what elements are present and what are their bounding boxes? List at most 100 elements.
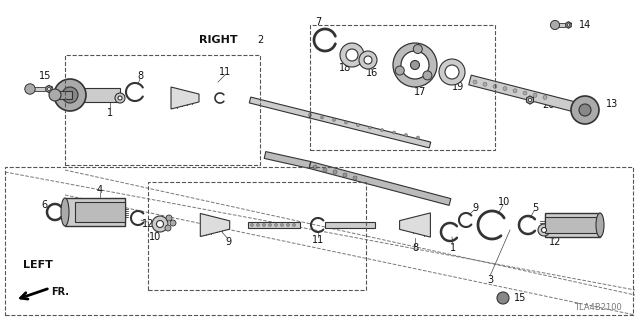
Circle shape bbox=[445, 65, 459, 79]
Polygon shape bbox=[309, 112, 431, 148]
Circle shape bbox=[262, 223, 266, 227]
Polygon shape bbox=[309, 162, 451, 205]
Circle shape bbox=[571, 96, 599, 124]
Circle shape bbox=[356, 124, 360, 126]
Bar bbox=[148, 182, 366, 290]
Circle shape bbox=[308, 114, 312, 116]
Text: 10: 10 bbox=[498, 197, 510, 207]
Circle shape bbox=[393, 43, 437, 87]
Text: RIGHT: RIGHT bbox=[198, 35, 237, 45]
Text: 19: 19 bbox=[452, 82, 464, 92]
Text: 1: 1 bbox=[450, 243, 456, 253]
Circle shape bbox=[346, 49, 358, 61]
Text: 9: 9 bbox=[225, 237, 231, 247]
Ellipse shape bbox=[61, 198, 69, 226]
Circle shape bbox=[473, 80, 477, 84]
Circle shape bbox=[538, 224, 550, 236]
Circle shape bbox=[62, 87, 78, 103]
Text: 8: 8 bbox=[137, 71, 143, 81]
Text: FR.: FR. bbox=[51, 287, 69, 297]
Circle shape bbox=[333, 118, 335, 122]
Text: 17: 17 bbox=[414, 87, 426, 97]
Polygon shape bbox=[248, 222, 300, 228]
Text: TLA4B2100: TLA4B2100 bbox=[574, 303, 622, 313]
Circle shape bbox=[483, 82, 487, 86]
Polygon shape bbox=[468, 75, 576, 112]
Text: 3: 3 bbox=[487, 275, 493, 285]
Text: 9: 9 bbox=[472, 203, 478, 213]
Circle shape bbox=[364, 56, 372, 64]
Text: 4: 4 bbox=[97, 185, 103, 195]
Circle shape bbox=[292, 223, 296, 227]
Circle shape bbox=[344, 121, 348, 124]
Text: 16: 16 bbox=[366, 68, 378, 78]
Text: 20: 20 bbox=[542, 100, 554, 110]
Circle shape bbox=[165, 225, 171, 231]
Polygon shape bbox=[46, 85, 52, 92]
Text: 2: 2 bbox=[257, 35, 263, 45]
Circle shape bbox=[25, 84, 35, 94]
Circle shape bbox=[550, 20, 559, 29]
Circle shape bbox=[369, 126, 371, 129]
Circle shape bbox=[152, 216, 168, 232]
Polygon shape bbox=[171, 87, 199, 109]
Polygon shape bbox=[55, 91, 72, 99]
Circle shape bbox=[567, 24, 570, 26]
Text: 14: 14 bbox=[579, 20, 591, 30]
Circle shape bbox=[49, 89, 61, 101]
Circle shape bbox=[392, 131, 396, 134]
Bar bbox=[310, 25, 495, 150]
Polygon shape bbox=[527, 96, 534, 104]
Circle shape bbox=[404, 133, 408, 137]
Text: 11: 11 bbox=[312, 235, 324, 245]
Ellipse shape bbox=[596, 213, 604, 237]
Text: 11: 11 bbox=[219, 67, 231, 77]
Circle shape bbox=[401, 51, 429, 79]
Polygon shape bbox=[566, 22, 572, 28]
Bar bbox=[5, 167, 633, 315]
Polygon shape bbox=[325, 222, 375, 228]
Circle shape bbox=[257, 223, 259, 227]
Circle shape bbox=[275, 223, 278, 227]
Circle shape bbox=[423, 71, 432, 80]
Circle shape bbox=[323, 168, 327, 172]
Circle shape bbox=[413, 44, 422, 53]
Circle shape bbox=[359, 51, 377, 69]
Circle shape bbox=[313, 165, 317, 169]
Circle shape bbox=[523, 91, 527, 95]
Text: 7: 7 bbox=[315, 17, 321, 27]
Polygon shape bbox=[545, 213, 600, 237]
Circle shape bbox=[280, 223, 284, 227]
Circle shape bbox=[47, 88, 51, 91]
Circle shape bbox=[118, 96, 122, 100]
Polygon shape bbox=[70, 88, 120, 102]
Circle shape bbox=[497, 292, 509, 304]
Circle shape bbox=[340, 43, 364, 67]
Polygon shape bbox=[399, 213, 431, 237]
Circle shape bbox=[250, 223, 253, 227]
Polygon shape bbox=[264, 152, 311, 168]
Circle shape bbox=[533, 93, 537, 97]
Circle shape bbox=[157, 220, 163, 228]
Circle shape bbox=[321, 116, 323, 119]
Text: 8: 8 bbox=[412, 243, 418, 253]
Circle shape bbox=[410, 60, 419, 69]
Circle shape bbox=[115, 93, 125, 103]
Circle shape bbox=[541, 228, 547, 233]
Polygon shape bbox=[65, 198, 125, 226]
Text: 12: 12 bbox=[142, 219, 154, 229]
Circle shape bbox=[170, 220, 176, 226]
Polygon shape bbox=[249, 97, 311, 118]
Circle shape bbox=[54, 79, 86, 111]
Polygon shape bbox=[75, 202, 125, 222]
Text: 15: 15 bbox=[514, 293, 526, 303]
Circle shape bbox=[513, 89, 517, 93]
Circle shape bbox=[166, 215, 172, 221]
Circle shape bbox=[493, 84, 497, 88]
Circle shape bbox=[503, 87, 507, 91]
Polygon shape bbox=[555, 23, 565, 27]
Circle shape bbox=[353, 176, 357, 180]
Circle shape bbox=[579, 104, 591, 116]
Circle shape bbox=[396, 66, 404, 75]
Text: 13: 13 bbox=[606, 99, 618, 109]
